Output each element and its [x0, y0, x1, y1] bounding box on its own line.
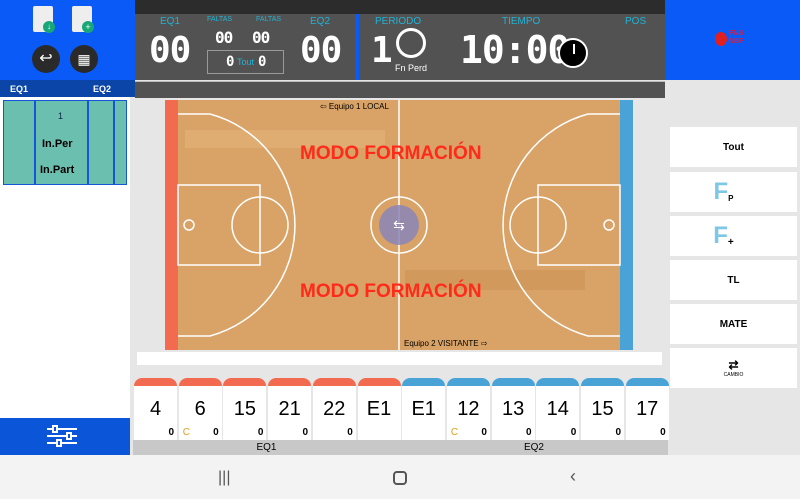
player-fouls: 0 [526, 427, 532, 438]
scoreboard: EQ1 FALTAS FALTAS EQ2 00 00 00 0 Tout 0 … [135, 0, 665, 80]
settings-sliders-button[interactable] [0, 418, 130, 455]
back-icon[interactable]: ‹ [570, 466, 576, 486]
card-line1: In.Per [42, 138, 73, 150]
swap-icon: ⇄ [728, 358, 739, 372]
player-eq2-card[interactable]: E1 [402, 378, 446, 440]
captain-badge: C [182, 427, 190, 438]
player-fouls: 0 [213, 427, 219, 438]
swap-icon [379, 205, 419, 245]
player-number: 4 [149, 398, 162, 420]
period-value: 1 [371, 30, 393, 71]
player-number: 13 [501, 398, 525, 420]
player-eq2-card[interactable]: 13 0 [491, 378, 535, 440]
basketball-court[interactable]: ⇆ ⇦ Equipo 1 LOCAL MODO FORMACIÓN MODO F… [165, 100, 633, 350]
player-eq2-card[interactable]: 12 C 0 [446, 378, 490, 440]
player-fouls: 0 [257, 427, 264, 438]
info-strip [137, 352, 662, 365]
scoreboard-subbar [135, 81, 665, 98]
score-eq2: 00 [300, 30, 342, 71]
captain-badge: C [450, 427, 459, 438]
team1-label: EQ1 [10, 84, 29, 94]
player-fouls: 0 [615, 427, 621, 438]
court-bottom-label: Equipo 2 VISITANTE ⇨ [404, 339, 488, 348]
player-fouls: 0 [570, 427, 577, 438]
player-number: 22 [323, 398, 346, 420]
player-eq2-card[interactable]: 14 0 [536, 378, 580, 440]
player-eq1-card[interactable]: 21 0 [268, 378, 312, 440]
timeout-button[interactable]: Tout [670, 127, 797, 167]
end-period-clock-icon[interactable] [396, 28, 426, 58]
fouls-label-2: FALTAS [256, 16, 282, 23]
fouls-eq1: 00 [215, 28, 233, 47]
player-eq1-card[interactable]: E1 [357, 378, 401, 440]
card-line2: In.Part [40, 164, 75, 176]
period-label: PERIODO [375, 16, 422, 27]
player-number: 14 [546, 398, 569, 420]
score-eq1: 00 [149, 30, 191, 71]
player-fouls: 0 [660, 427, 666, 438]
pos-label: POS [625, 16, 647, 27]
player-number: 12 [457, 398, 480, 420]
player-number: 15 [233, 398, 257, 420]
fouls-label-1: FALTAS [207, 16, 233, 23]
substitution-button[interactable]: ⇄ CAMBIO [670, 348, 797, 388]
android-nav-bar: ||| ‹ [0, 455, 800, 499]
game-time[interactable]: 10:00 [460, 28, 570, 72]
export-document-icon[interactable]: ↓ [33, 6, 55, 33]
grid-icon[interactable]: ▦ [70, 45, 98, 73]
shot-clock-icon[interactable] [558, 38, 588, 68]
card-period: 1 [58, 111, 64, 121]
recent-apps-icon[interactable]: ||| [218, 469, 231, 486]
player-number: E1 [366, 398, 392, 420]
end-period-label[interactable]: Fn Perd [395, 63, 428, 73]
new-document-icon[interactable]: + [72, 6, 94, 33]
time-label: TIEMPO [502, 16, 541, 27]
team2-bench-label: EQ2 [400, 440, 668, 455]
fouls-eq2: 00 [252, 28, 270, 47]
eq2-label: EQ2 [310, 16, 331, 27]
toolbar: ↓ + ↩ ▦ [0, 0, 135, 80]
player-number: E1 [411, 398, 436, 420]
team2-label: EQ2 [93, 84, 112, 94]
mode-text-bottom: MODO FORMACIÓN [300, 281, 482, 302]
timeout-box[interactable]: 0 Tout 0 [207, 50, 284, 74]
player-fouls: 0 [168, 427, 174, 438]
period-card[interactable]: 1 In.Per In.Part [3, 100, 127, 185]
timeout-eq2: 0 [258, 54, 267, 70]
undo-icon[interactable]: ↩ [32, 45, 60, 73]
player-fouls: 0 [302, 427, 309, 438]
home-icon[interactable] [393, 471, 407, 485]
foul-plus-button[interactable]: F + [670, 216, 797, 256]
court-top-label: ⇦ Equipo 1 LOCAL [320, 102, 389, 111]
player-eq1-card[interactable]: 22 0 [312, 378, 356, 440]
player-number: 15 [591, 398, 614, 420]
mode-text-top: MODO FORMACIÓN [300, 143, 482, 164]
player-number: 6 [194, 398, 206, 420]
eq1-label: EQ1 [160, 16, 181, 27]
player-number: 17 [636, 398, 659, 420]
team1-sideline [165, 100, 178, 350]
player-eq2-card[interactable]: 17 0 [625, 378, 669, 440]
player-number: 21 [278, 398, 301, 420]
timeout-label: Tout [237, 57, 255, 67]
player-eq1-card[interactable]: 15 0 [223, 378, 267, 440]
free-throw-button[interactable]: TL [670, 260, 797, 300]
team-label-bar: EQ1 EQ2 [0, 80, 135, 97]
timeout-eq1: 0 [226, 54, 235, 70]
player-fouls: 0 [481, 427, 487, 438]
team2-sideline [620, 100, 633, 350]
svg-text:⇆: ⇆ [393, 217, 405, 233]
federation-logo: FNB NBF [665, 0, 800, 80]
player-fouls: 0 [347, 427, 353, 438]
player-eq2-card[interactable]: 15 0 [581, 378, 624, 440]
team1-bench-label: EQ1 [133, 440, 400, 455]
dunk-button[interactable]: MATE [670, 304, 797, 344]
